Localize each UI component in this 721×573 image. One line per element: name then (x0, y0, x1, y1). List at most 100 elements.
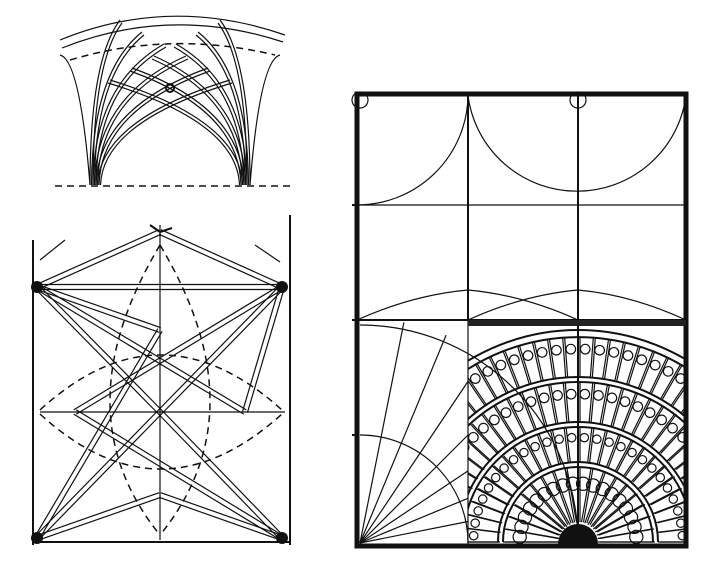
panel-mullion (536, 434, 551, 468)
panel-mullion (512, 447, 534, 477)
cusp (566, 432, 577, 443)
panel-mullion (488, 357, 507, 394)
cusp (594, 344, 606, 356)
cusp (579, 388, 591, 400)
panel-mullion (628, 345, 641, 385)
panel-mullion (468, 471, 479, 480)
panel-mullion (642, 405, 665, 441)
vault-rib (249, 54, 281, 186)
cusp (565, 388, 577, 400)
panel-mullion (650, 488, 683, 506)
rib (157, 284, 281, 411)
rib (38, 284, 163, 411)
panel-mullion (521, 392, 538, 431)
ridge-end (149, 224, 173, 233)
rib (75, 409, 284, 537)
panel-mullion (468, 527, 501, 533)
cusp (552, 390, 563, 401)
panel-mullion (520, 493, 564, 530)
cusp (488, 414, 500, 426)
panel-mullion (562, 337, 567, 378)
rib (37, 284, 162, 329)
panel-mullion (649, 357, 668, 394)
panel-mullion (506, 528, 561, 540)
vault-crown (61, 24, 284, 49)
rib (37, 284, 247, 411)
rib (158, 233, 282, 290)
panel-mullion (539, 476, 569, 525)
cusp (470, 518, 481, 528)
cusp (468, 530, 479, 541)
fan-outline (356, 95, 469, 206)
panel-mullion (584, 471, 605, 524)
panel-mullion (649, 413, 675, 447)
cusp (536, 346, 548, 358)
panel-mullion (652, 500, 686, 515)
diagonal (39, 354, 283, 470)
vault-rib (90, 31, 143, 186)
panel-mullion (659, 528, 686, 533)
cusp (478, 422, 489, 434)
cusp (593, 390, 604, 401)
cusp (522, 350, 534, 361)
panel-mullion (680, 405, 686, 414)
panel-mullion (616, 342, 627, 382)
rib (246, 287, 285, 413)
panel-mullion (675, 461, 686, 471)
cusp (632, 401, 644, 413)
panel-mullion (468, 456, 485, 471)
panel-mullion (468, 439, 492, 462)
vault-rib (219, 19, 251, 186)
panel-mullion (508, 398, 528, 435)
panel-mullion (531, 342, 542, 382)
panel-mullion (661, 364, 684, 400)
vault-rib (96, 58, 189, 186)
panel-mullion (648, 488, 681, 506)
panel-mullion (637, 465, 665, 490)
panel-mullion (517, 345, 530, 385)
panel-mullion (563, 427, 569, 463)
boss (165, 83, 175, 93)
panel-mullion (587, 476, 617, 525)
rib (161, 288, 285, 415)
cusp (542, 437, 552, 448)
panel-mullion (598, 430, 609, 465)
panel-mullion (639, 350, 656, 389)
panel-mullion (468, 400, 478, 414)
panel-mullion (624, 447, 646, 477)
panel-mullion (670, 382, 686, 407)
cusp (483, 483, 494, 493)
panel-mullion (590, 382, 596, 423)
fan-rib (359, 334, 447, 544)
panel-mullion (490, 357, 509, 394)
panel-mullion (679, 474, 686, 480)
panel-mullion (630, 398, 650, 435)
cusp (538, 392, 550, 404)
panel-mullion (475, 488, 508, 506)
rib (161, 409, 285, 537)
cusp (508, 354, 520, 366)
vault-rib (131, 67, 245, 186)
panel-mullion (654, 501, 686, 515)
cusp (468, 383, 469, 390)
fan-ring (468, 376, 686, 421)
panel-mullion (469, 423, 498, 454)
panel-mullion (468, 403, 476, 414)
panel-mullion (622, 392, 639, 431)
cusp (592, 434, 602, 445)
vault-crown (59, 15, 286, 41)
cusp (649, 359, 661, 371)
cusp (627, 519, 642, 535)
rib (73, 284, 282, 411)
panel-mullion (630, 455, 655, 483)
panel-mullion (549, 430, 560, 465)
cusp (672, 506, 683, 516)
panel-mullion (551, 430, 562, 465)
panel-mullion (586, 471, 607, 524)
panel-mullion (658, 423, 686, 454)
panel-mullion (501, 455, 526, 483)
panel-mullion (470, 500, 504, 515)
vault-rib (92, 43, 165, 186)
cusp (530, 441, 540, 452)
panel-mullion (643, 476, 673, 498)
